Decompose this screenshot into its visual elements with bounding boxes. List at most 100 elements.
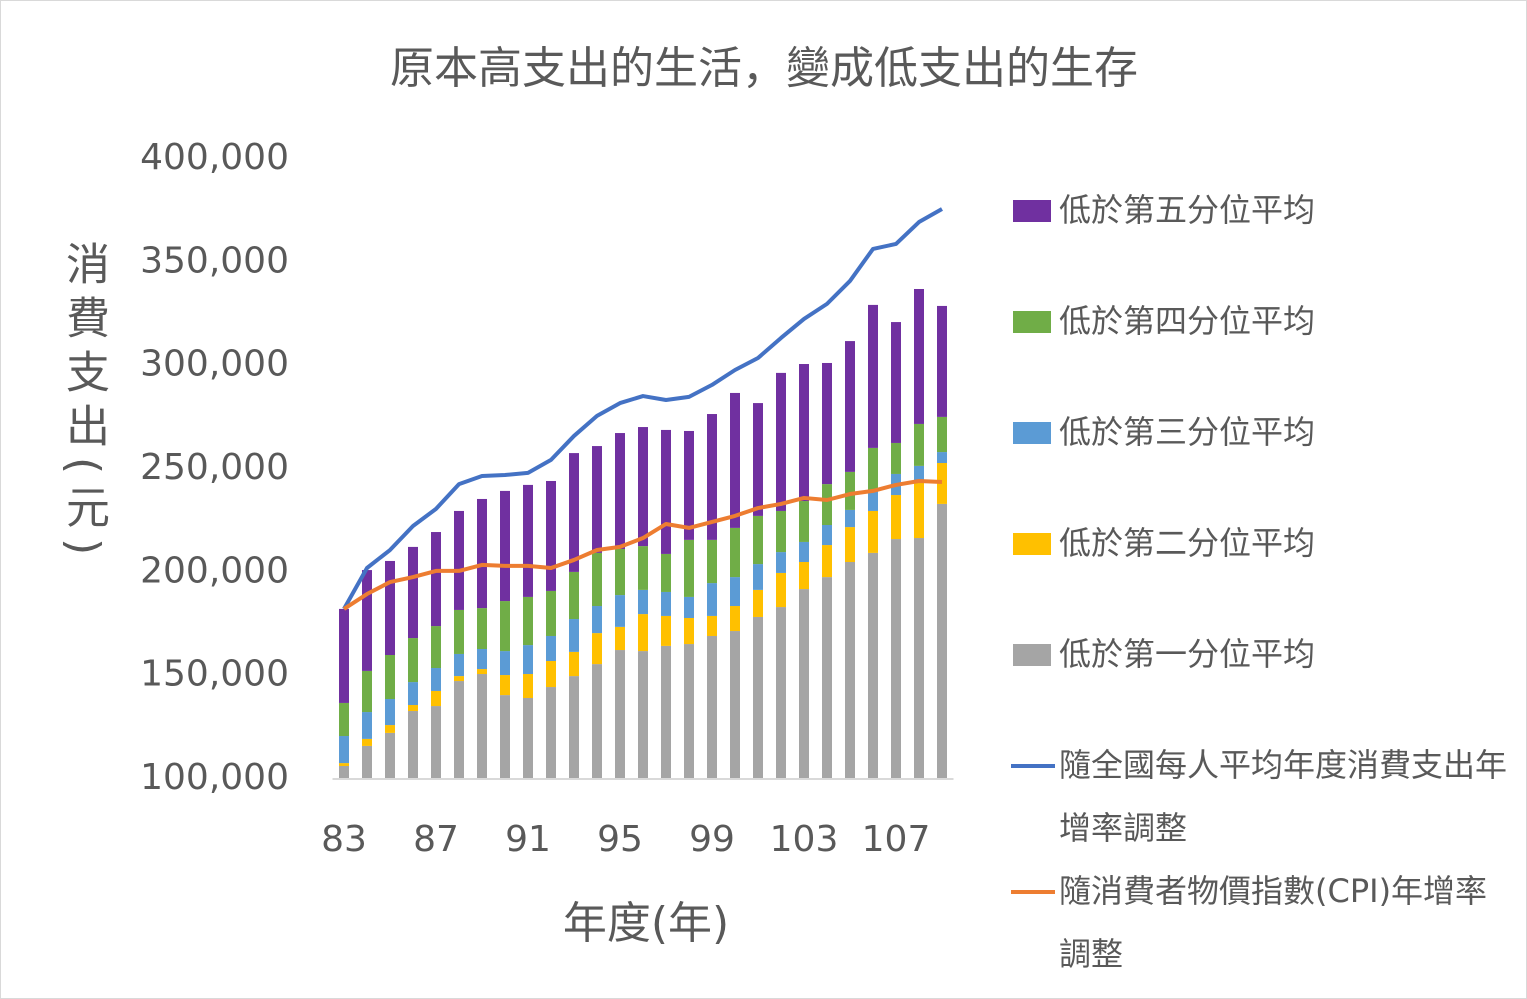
bar-segment	[891, 539, 901, 779]
bar-segment	[454, 676, 464, 682]
bar-segment	[776, 607, 786, 779]
bar-segment	[937, 452, 947, 464]
bar-segment	[477, 608, 487, 650]
bar-segment	[477, 649, 487, 670]
x-axis-label: 年度(年)	[563, 898, 729, 949]
legend-item: 低於第五分位平均	[1011, 179, 1511, 242]
bar-segment	[431, 668, 441, 691]
x-tick-label: 99	[689, 819, 735, 860]
bar-segment	[891, 495, 901, 540]
bar-segment	[592, 606, 602, 634]
bar-segment	[891, 322, 901, 443]
bar-segment	[684, 644, 694, 779]
y-axis-label: 消費支出(元)	[58, 241, 109, 566]
bar-segment	[914, 538, 924, 779]
bar-segment	[500, 601, 510, 652]
bar-segment	[592, 633, 602, 665]
bar-segment	[615, 595, 625, 627]
y-tick-label: 350,000	[140, 240, 289, 281]
bar-segment	[707, 635, 717, 779]
bar-segment	[845, 527, 855, 562]
bar-segment	[822, 545, 832, 578]
y-tick-label: 400,000	[140, 137, 289, 178]
bar-segment	[408, 682, 418, 706]
bar-segment	[477, 498, 487, 609]
x-tick-label: 107	[862, 819, 931, 860]
bar-segment	[454, 681, 464, 779]
bar-segment	[845, 341, 855, 472]
bar-segment	[684, 539, 694, 597]
x-tick-label: 83	[321, 819, 367, 860]
bar-segment	[914, 288, 924, 424]
bar-segment	[753, 589, 763, 617]
bar-segment	[822, 525, 832, 546]
bar-segment	[753, 515, 763, 565]
bar-segment	[500, 675, 510, 696]
bar-segment	[592, 446, 602, 553]
bar-segment	[937, 416, 947, 453]
bar-segment	[592, 552, 602, 607]
x-tick-label: 103	[770, 819, 839, 860]
bar-segment	[615, 650, 625, 779]
y-tick-label: 150,000	[140, 654, 289, 695]
legend-item: 低於第二分位平均	[1011, 512, 1511, 575]
bar-segment	[799, 541, 809, 562]
legend-swatch	[1013, 311, 1051, 333]
bar-segment	[937, 305, 947, 417]
legend-label: 低於第三分位平均	[1059, 413, 1316, 451]
line-series	[342, 207, 943, 610]
bar-segment	[523, 596, 533, 646]
bar-segment	[661, 591, 671, 616]
bar-segment	[615, 626, 625, 651]
bar-segment	[546, 635, 556, 661]
bar-segment	[684, 618, 694, 645]
bar-segment	[385, 732, 395, 779]
bar-segment	[914, 482, 924, 539]
legend-label: 低於第四分位平均	[1059, 302, 1316, 340]
bar-segment	[776, 552, 786, 573]
bar-segment	[799, 562, 809, 590]
legend-item: 低於第一分位平均	[1011, 623, 1511, 686]
bar-segment	[753, 403, 763, 516]
bar-segment	[431, 532, 441, 627]
legend-item: 低於第四分位平均	[1011, 290, 1511, 353]
bar-segment	[799, 501, 809, 542]
bar-segment	[891, 442, 901, 474]
bar-segment	[431, 626, 441, 669]
bar-segment	[477, 669, 487, 675]
legend-label: 低於第二分位平均	[1059, 524, 1316, 562]
bar-segment	[408, 711, 418, 779]
x-tick-label: 87	[413, 819, 459, 860]
bar-segment	[431, 690, 441, 707]
bar-segment	[638, 614, 648, 652]
bar-segment	[822, 362, 832, 485]
bar-segment	[868, 552, 878, 779]
bar-segment	[546, 687, 556, 779]
bar-segment	[684, 430, 694, 540]
bar-segment	[707, 539, 717, 584]
y-tick-label: 200,000	[140, 550, 289, 591]
bar-segment	[408, 546, 418, 639]
bar-segment	[868, 447, 878, 491]
bar-segment	[776, 510, 786, 553]
bar-segment	[822, 484, 832, 526]
bar-segment	[523, 645, 533, 675]
legend-swatch	[1013, 644, 1051, 666]
bar-segment	[408, 705, 418, 712]
bar-segment	[546, 480, 556, 591]
legend: 低於第五分位平均 低於第四分位平均 低於第三分位平均 低於第二分位平均低於第一分位平均…	[1011, 179, 1511, 986]
y-tick-label: 250,000	[140, 447, 289, 488]
bar-segment	[799, 589, 809, 779]
legend-label: 低於第五分位平均	[1059, 191, 1316, 229]
x-tick-label: 91	[505, 819, 551, 860]
x-tick-label: 95	[597, 819, 643, 860]
bar-segment	[730, 392, 740, 528]
bar-segment	[362, 738, 372, 746]
bar-segment	[362, 745, 372, 779]
bar-segment	[477, 674, 487, 779]
bar-segment	[868, 510, 878, 553]
bar-segment	[615, 548, 625, 596]
bar-segment	[339, 763, 349, 766]
bar-segment	[638, 651, 648, 779]
